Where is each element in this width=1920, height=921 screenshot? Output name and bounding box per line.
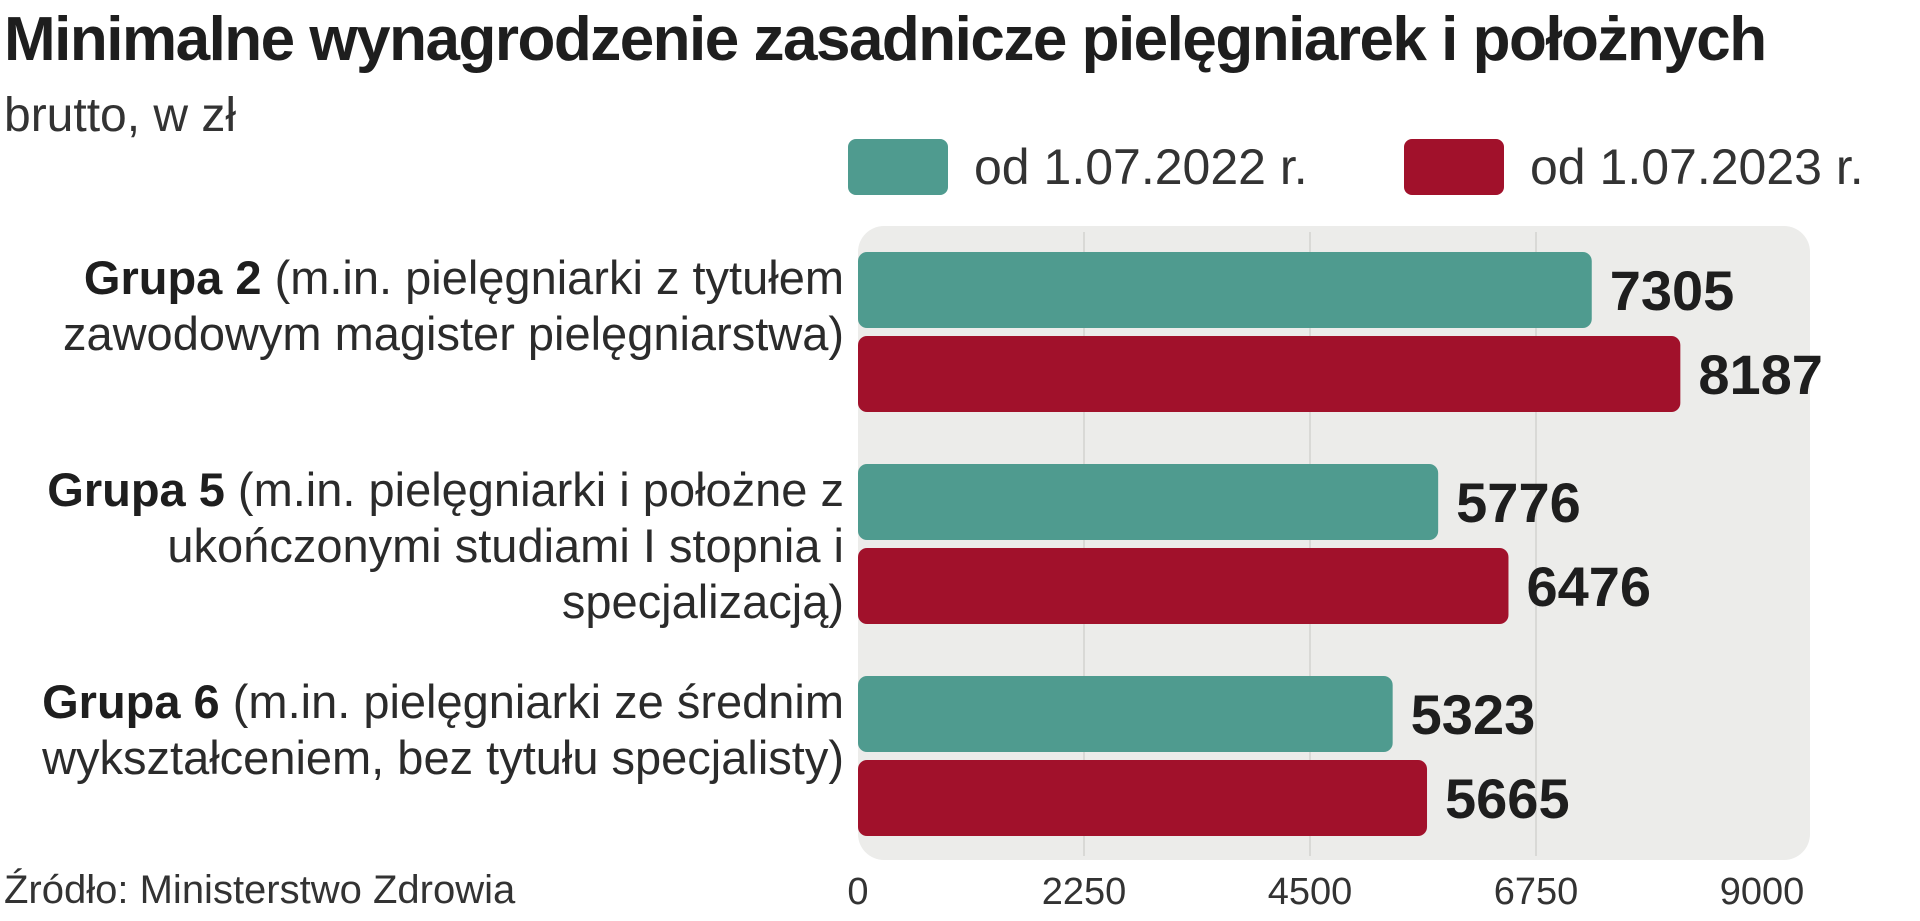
legend-label-2022: od 1.07.2022 r. [974,139,1308,195]
chart-title: Minimalne wynagrodzenie zasadnicze pielę… [4,5,1767,74]
bar-value-label: 8187 [1698,343,1823,406]
bar-2023 [858,548,1509,624]
bar-value-label: 6476 [1526,555,1651,618]
bar-value-label: 5323 [1411,683,1536,746]
bar-2023 [858,760,1428,836]
chart-subtitle: brutto, w zł [4,89,237,142]
source-note: Źródło: Ministerstwo Zdrowia [4,868,516,912]
category-label-group-5: Grupa 5 (m.in. pielęgniarki i położne z … [0,462,844,630]
category-label-group-2: Grupa 2 (m.in. pielęgniarki z tytułem za… [0,250,844,362]
legend-label-2023: od 1.07.2023 r. [1530,139,1864,195]
legend-item-2022: od 1.07.2022 r. [848,136,1308,198]
bar-2022 [858,676,1393,752]
legend-swatch-2022 [848,139,948,195]
bar-value-label: 5776 [1456,471,1581,534]
x-tick-label: 0 [847,871,868,913]
category-label-bold: Grupa 5 [47,463,225,516]
category-label-bold: Grupa 6 [42,675,220,728]
category-label-rest: (m.in. pielęgniarki ze średnim wykształc… [42,675,844,784]
bar-value-label: 7305 [1610,259,1735,322]
plot-background [858,226,1810,860]
x-tick-label: 2250 [1042,871,1127,913]
x-tick-label: 6750 [1494,871,1579,913]
bar-2022 [858,252,1592,328]
category-label-rest: (m.in. pielęgniarki z tytułem zawodowym … [62,251,844,360]
x-tick-label: 9000 [1720,871,1805,913]
bar-2022 [858,464,1439,540]
bar-2023 [858,336,1681,412]
x-tick-label: 4500 [1268,871,1353,913]
category-label-bold: Grupa 2 [83,251,262,304]
category-label-group-6: Grupa 6 (m.in. pielęgniarki ze średnim w… [0,674,844,786]
category-label-rest: (m.in. pielęgniarki i położne z ukończon… [167,463,844,628]
legend-item-2023: od 1.07.2023 r. [1404,136,1864,198]
legend-swatch-2023 [1404,139,1504,195]
bar-value-label: 5665 [1445,767,1570,830]
